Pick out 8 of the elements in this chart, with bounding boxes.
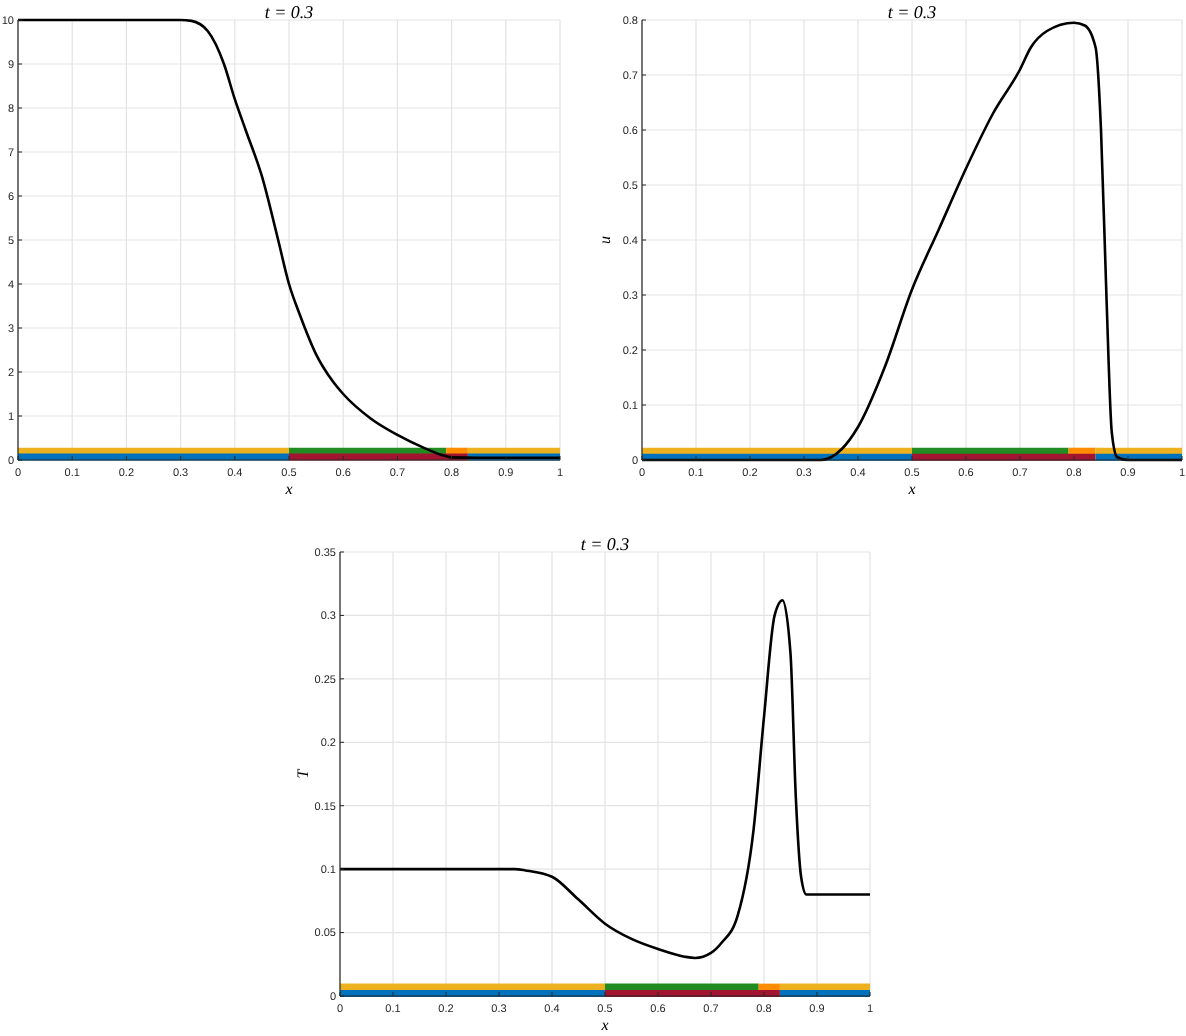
- chart-title: t = 0.3: [887, 2, 938, 22]
- y-axis-title: T: [294, 768, 312, 779]
- x-axis-title: x: [283, 480, 294, 498]
- x-axis-title: x: [906, 480, 917, 498]
- x-axis-title: x: [599, 1016, 610, 1034]
- chart-title: t = 0.3: [580, 534, 631, 554]
- y-axis-title: u: [596, 236, 614, 244]
- chart-title: t = 0.3: [264, 2, 315, 22]
